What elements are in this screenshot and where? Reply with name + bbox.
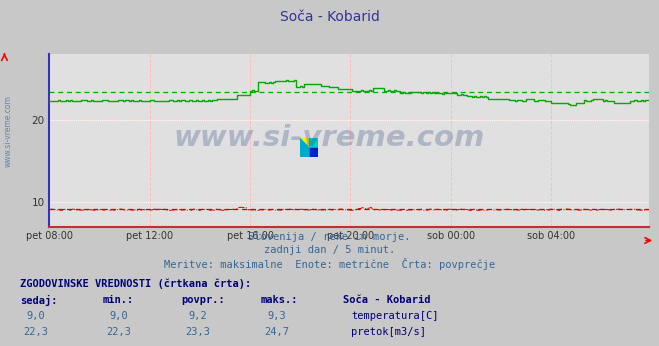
Text: temperatura[C]: temperatura[C] [351, 311, 439, 321]
Text: Slovenija / reke in morje.: Slovenija / reke in morje. [248, 232, 411, 242]
Text: povpr.:: povpr.: [181, 295, 225, 305]
Text: pretok[m3/s]: pretok[m3/s] [351, 327, 426, 337]
Text: 23,3: 23,3 [185, 327, 210, 337]
Text: 24,7: 24,7 [264, 327, 289, 337]
Text: 22,3: 22,3 [24, 327, 49, 337]
Text: 9,0: 9,0 [109, 311, 128, 321]
Text: min.:: min.: [102, 295, 133, 305]
Text: Meritve: maksimalne  Enote: metrične  Črta: povprečje: Meritve: maksimalne Enote: metrične Črta… [164, 258, 495, 270]
Text: maks.:: maks.: [260, 295, 298, 305]
Bar [309, 138, 318, 148]
Text: www.si-vreme.com: www.si-vreme.com [174, 125, 485, 152]
Polygon shape [300, 138, 309, 157]
Text: 22,3: 22,3 [106, 327, 131, 337]
Text: 9,2: 9,2 [188, 311, 207, 321]
Text: www.si-vreme.com: www.si-vreme.com [4, 95, 13, 167]
Text: 9,0: 9,0 [27, 311, 45, 321]
Bar [300, 138, 309, 148]
Text: sedaj:: sedaj: [20, 295, 57, 306]
Text: ZGODOVINSKE VREDNOSTI (črtkana črta):: ZGODOVINSKE VREDNOSTI (črtkana črta): [20, 279, 251, 289]
Text: 9,3: 9,3 [268, 311, 286, 321]
Bar [309, 148, 318, 157]
Text: Soča - Kobarid: Soča - Kobarid [343, 295, 430, 305]
Text: Soča - Kobarid: Soča - Kobarid [279, 10, 380, 24]
Text: zadnji dan / 5 minut.: zadnji dan / 5 minut. [264, 245, 395, 255]
